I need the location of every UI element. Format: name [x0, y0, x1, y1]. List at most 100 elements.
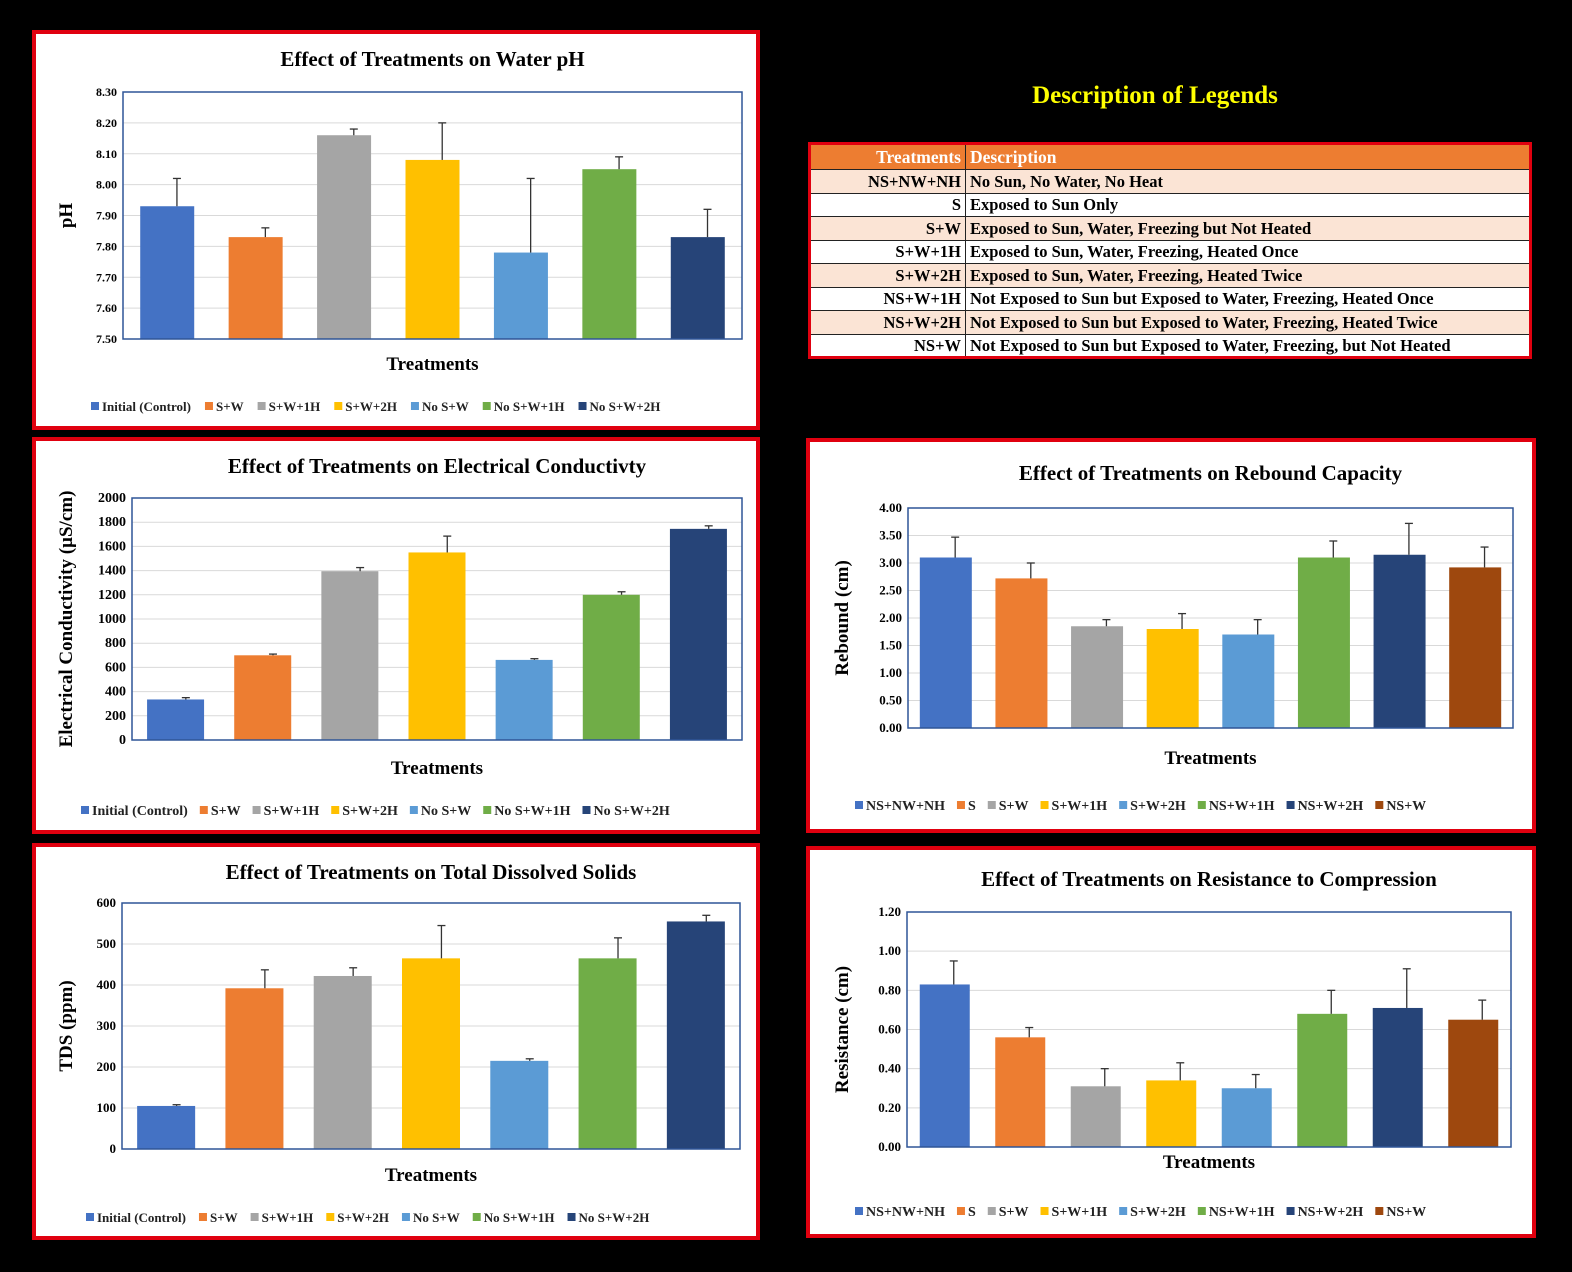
bar-S+W+1H [321, 571, 379, 740]
x-axis-label: Treatments [386, 354, 478, 375]
legend-entry: S+W+1H [262, 1210, 314, 1225]
bar-S+W [1070, 1086, 1121, 1147]
bar-No S+W+1H [582, 594, 640, 740]
legend-entry: NS+W [1386, 1205, 1426, 1220]
plot-area [122, 91, 743, 340]
y-tick-label: 8.30 [96, 85, 117, 99]
legend-swatch [1119, 1207, 1128, 1215]
legend-swatch [483, 806, 492, 814]
bar-S+W+2H [1222, 634, 1275, 728]
treatment-code: S+W [809, 216, 966, 241]
bar-S+W+2H [1221, 1088, 1272, 1147]
bar-S+W+1H [317, 135, 372, 339]
legend-swatch [1375, 1207, 1384, 1215]
legend-entry: No S+W+2H [593, 804, 669, 819]
table-row: NS+NW+NH No Sun, No Water, No Heat [809, 169, 1531, 194]
legend-swatch [198, 1213, 207, 1221]
legend-description-table: Treatments Description NS+NW+NH No Sun, N… [808, 142, 1532, 359]
y-tick-label: 1800 [98, 515, 126, 530]
legend-swatch [334, 402, 343, 410]
legend-entry: NS+W+1H [1209, 1205, 1275, 1220]
legend-entry: Initial (Control) [102, 399, 191, 414]
legend-entry: S+W+1H [1052, 799, 1108, 814]
bar-Initial (Control) [147, 699, 205, 740]
y-tick-label: 7.60 [96, 301, 117, 315]
y-tick-label: 3.50 [879, 528, 902, 543]
treatment-description: Exposed to Sun, Water, Freezing, Heated … [965, 263, 1531, 288]
y-tick-label: 200 [105, 709, 126, 724]
table-row: NS+W+1H Not Exposed to Sun but Exposed to… [809, 286, 1531, 311]
bar-S+W [228, 237, 283, 339]
plot-area [121, 902, 741, 1150]
y-tick-label: 4.00 [879, 500, 902, 515]
bar-No S+W [495, 659, 553, 740]
legend-swatch [1119, 801, 1128, 809]
treatment-code: NS+W [809, 333, 966, 358]
y-tick-label: 7.90 [96, 209, 117, 223]
bar-NS+W+2H [1372, 1007, 1423, 1147]
treatment-code: S+W+2H [809, 263, 966, 288]
legend-swatch [409, 806, 418, 814]
bar-NS+NW+NH [919, 984, 970, 1147]
y-tick-label: 8.00 [96, 178, 117, 192]
legend-swatch [567, 1213, 576, 1221]
bar-NS+W [1449, 567, 1502, 728]
legend-swatch [86, 1213, 94, 1221]
bar-No S+W+2H [669, 528, 727, 740]
legend-swatch [1286, 1207, 1295, 1215]
legend-swatch [1375, 801, 1384, 809]
bar-S+W [225, 988, 284, 1149]
legend-entry: S+W+2H [1130, 799, 1186, 814]
table-row: NS+W Not Exposed to Sun but Exposed to Wa… [809, 333, 1531, 358]
bar-S [995, 1037, 1046, 1147]
y-tick-label: 0.00 [878, 1139, 901, 1154]
treatment-description: Not Exposed to Sun but Exposed to Water,… [965, 310, 1531, 335]
y-tick-label: 800 [105, 636, 126, 651]
treatment-code: NS+W+2H [809, 310, 966, 335]
chart-title: Effect of Treatments on Resistance to Co… [981, 867, 1437, 891]
legend-entry: S+W+1H [264, 804, 320, 819]
y-tick-label: 2.00 [879, 610, 902, 625]
y-tick-label: 1.00 [878, 943, 901, 958]
x-axis-label: Treatments [391, 758, 483, 779]
legend-swatch [1197, 1207, 1206, 1215]
plot-area [131, 497, 743, 741]
legend-entry: No S+W [413, 1210, 460, 1225]
legend-entry: NS+NW+NH [866, 799, 945, 814]
y-tick-label: 0.50 [879, 693, 902, 708]
legend-entry: No S+W [421, 804, 471, 819]
legend-entry: S+W [216, 399, 244, 414]
x-axis-label: Treatments [1163, 1152, 1255, 1173]
treatment-code: S+W+1H [809, 239, 966, 264]
bar-S+W+2H [408, 552, 466, 740]
table-row: S+W Exposed to Sun, Water, Freezing but N… [809, 216, 1531, 241]
y-tick-label: 1600 [98, 539, 126, 554]
bar-Initial (Control) [137, 1105, 196, 1149]
table-row: S+W+1H Exposed to Sun, Water, Freezing, H… [809, 239, 1531, 264]
ec-chart-panel: Effect of Treatments on Electrical Condu… [32, 437, 760, 834]
legend-swatch [410, 402, 419, 410]
y-tick-label: 600 [105, 660, 126, 675]
legend-entry: NS+W+1H [1209, 799, 1275, 814]
legend-swatch [582, 806, 591, 814]
treatment-description: Not Exposed to Sun but Exposed to Water,… [965, 333, 1531, 358]
y-tick-label: 7.50 [96, 332, 117, 346]
legend-swatch [1040, 801, 1049, 809]
legend-swatch [482, 402, 491, 410]
legend-entry: Initial (Control) [92, 804, 188, 819]
ec-chart: Effect of Treatments on Electrical Condu… [56, 454, 743, 819]
bar-S+W+2H [405, 159, 460, 339]
legend-swatch [855, 801, 863, 809]
x-axis-label: Treatments [1164, 748, 1256, 769]
bar-No S+W+1H [582, 169, 637, 339]
treatment-description: Not Exposed to Sun but Exposed to Water,… [965, 286, 1531, 311]
x-axis-label: Treatments [385, 1165, 477, 1186]
chart-title: Effect of Treatments on Electrical Condu… [228, 454, 647, 478]
legend-swatch [204, 402, 213, 410]
tds-chart: Effect of Treatments on Total Dissolved … [56, 860, 741, 1225]
legend-description-title: Description of Legends [1032, 82, 1278, 109]
y-tick-label: 0.20 [878, 1100, 901, 1115]
y-tick-label: 0.40 [878, 1061, 901, 1076]
header-description: Description [965, 143, 1531, 170]
legend-swatch [257, 402, 266, 410]
